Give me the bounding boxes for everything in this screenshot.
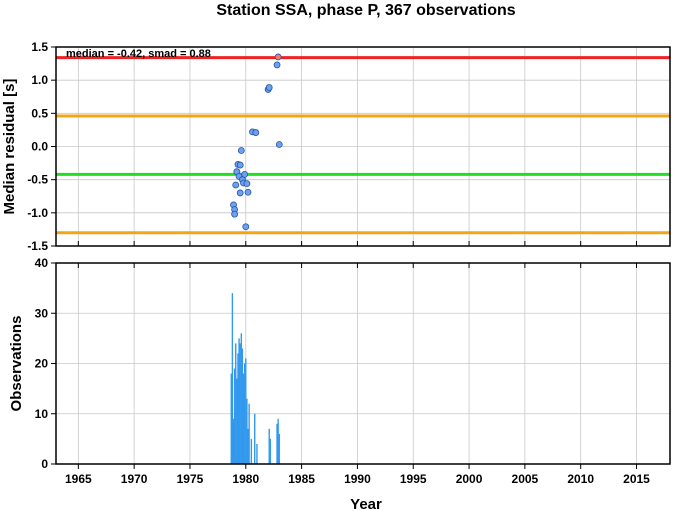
top-panel-frame [55, 46, 671, 247]
residual-point [275, 141, 283, 148]
x-tick-label: 2010 [567, 472, 594, 486]
bottom-y-axis-label: Observations [8, 316, 25, 412]
residual-point [236, 189, 244, 197]
observation-bar [237, 353, 239, 464]
residual-point [242, 223, 250, 231]
x-tick-label: 1970 [121, 472, 148, 486]
x-tick-label: 1980 [232, 472, 259, 486]
observation-bar [245, 358, 247, 464]
bottom-y-tick-label: 30 [35, 306, 49, 320]
observation-bar [269, 438, 272, 464]
observation-bar [248, 403, 250, 464]
bottom-y-tick-label: 20 [35, 357, 49, 371]
x-tick-label: 1965 [65, 472, 92, 486]
residual-point [244, 188, 252, 196]
x-tick-label: 2005 [512, 472, 539, 486]
residual-point [241, 170, 249, 178]
residual-point [236, 161, 244, 169]
residual-point [237, 147, 245, 154]
observation-bar [256, 443, 258, 464]
observation-bar [231, 293, 234, 464]
x-axis-label: Year [350, 496, 382, 511]
observations-panel: 1965 1970 1975 1980 1985 1990 1995 2000 2005 2010… [35, 256, 671, 486]
stats-annotation: median = -0.42, smad = 0.88 [66, 48, 211, 60]
bottom-panel-frame [55, 262, 671, 465]
observation-bar [276, 423, 278, 464]
residual-point [252, 129, 260, 136]
observation-bar [240, 333, 243, 464]
bottom-y-tick-label: 10 [35, 407, 49, 421]
observation-bar [235, 343, 237, 464]
residual-panel: 1.5 1.0 0.5 0.0 -0.5 -1.0 -1.5 median = -0.42, … [27, 40, 671, 253]
observation-bar [246, 398, 248, 464]
top-y-tick-label: 0.0 [31, 140, 48, 154]
x-tick-label: 1975 [177, 472, 204, 486]
observation-bar [250, 438, 253, 464]
top-y-tick-label: 1.5 [31, 40, 48, 54]
residual-point [232, 181, 240, 189]
observation-bar [254, 413, 256, 464]
observation-bar [233, 368, 236, 464]
top-y-tick-label: 1.0 [31, 73, 48, 87]
observation-bar [230, 373, 232, 464]
chart-title: Station SSA, phase P, 367 observations [216, 2, 515, 19]
observation-bar [278, 433, 280, 464]
residual-point [243, 180, 251, 188]
x-tick-label: 1985 [288, 472, 315, 486]
observation-bar [236, 378, 238, 464]
top-y-tick-label: -0.5 [27, 173, 48, 187]
residual-point [265, 84, 273, 91]
residual-point [231, 210, 239, 218]
observation-bar [268, 428, 270, 464]
top-y-tick-label: -1.0 [27, 206, 48, 220]
observation-bar [239, 343, 241, 464]
observation-bar [247, 428, 249, 464]
x-tick-label: 2015 [623, 472, 650, 486]
observation-bar [232, 418, 235, 464]
bottom-y-tick-label: 0 [41, 457, 48, 471]
outlier-point [274, 53, 282, 61]
top-y-tick-label: -1.5 [27, 239, 48, 253]
top-y-tick-label: 0.5 [31, 106, 48, 120]
observation-bar [277, 418, 279, 464]
bottom-y-tick-label: 40 [35, 256, 49, 270]
x-tick-label: 1995 [400, 472, 427, 486]
top-y-axis-label: Median residual [s] [1, 79, 18, 215]
observation-bar [241, 348, 244, 464]
observation-bar [243, 363, 246, 464]
observation-bar [242, 373, 245, 464]
residual-point [273, 61, 281, 69]
observation-bar [238, 338, 240, 464]
x-tick-label: 1990 [344, 472, 371, 486]
x-tick-label: 2000 [456, 472, 483, 486]
